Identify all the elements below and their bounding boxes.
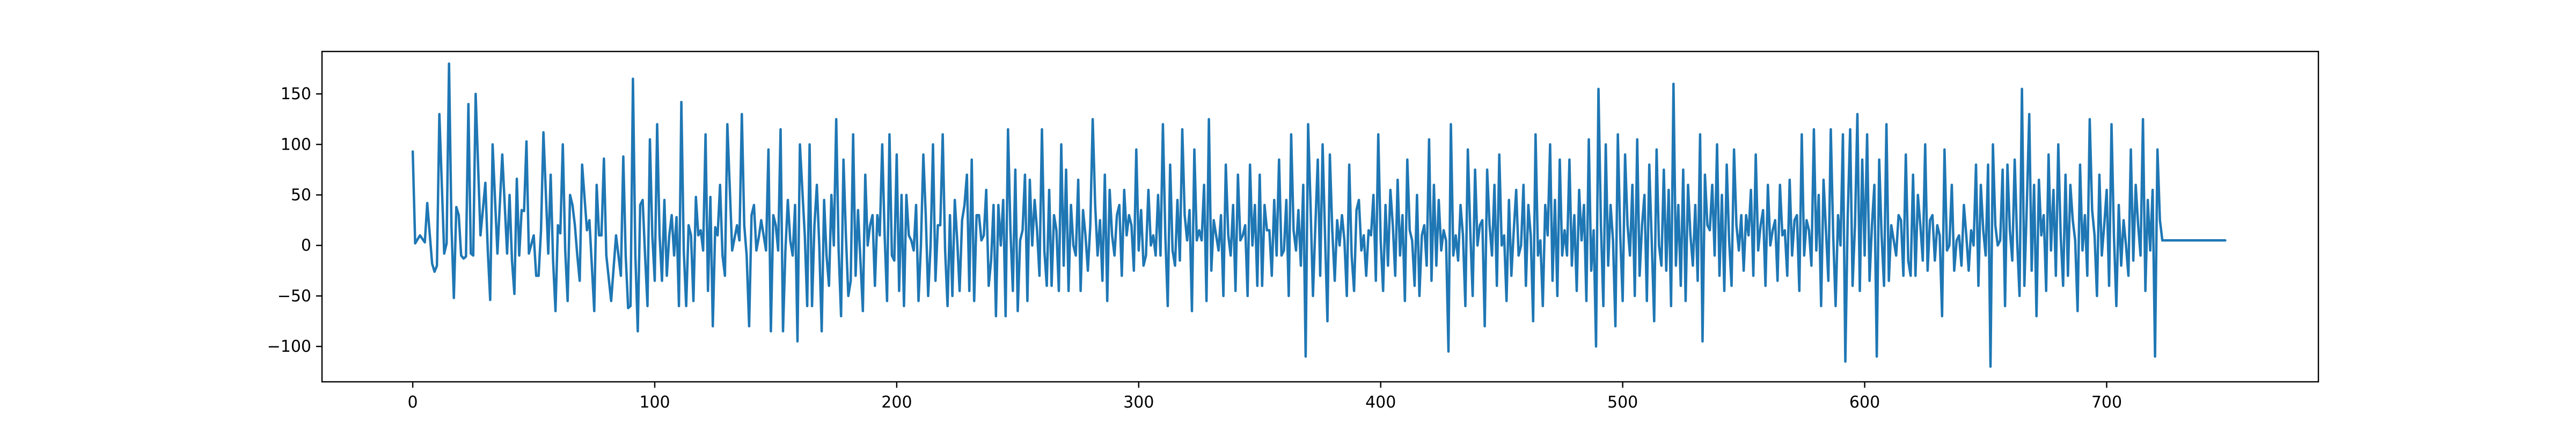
x-tick-label: 400 [1365,393,1396,412]
series-line [411,62,2227,368]
y-tick-label: 50 [291,186,311,204]
y-tick-label: −50 [277,287,311,306]
plot-area [321,50,2319,383]
y-tick-label: 150 [281,85,311,103]
x-tick-label: 500 [1607,393,1638,412]
x-tick-label: 700 [2091,393,2122,412]
x-tick-label: 100 [639,393,670,412]
axes-frame [321,50,2319,383]
y-tick-label: −100 [267,337,311,356]
x-axis: 0 100 200 300 400 500 600 700 [408,382,2122,412]
y-tick-label: 0 [301,236,311,255]
x-tick-label: 0 [408,393,418,412]
x-tick-label: 200 [881,393,912,412]
y-tick-label: 100 [281,135,311,154]
y-axis: −100 −50 0 50 100 150 [267,85,322,356]
x-tick-label: 300 [1123,393,1154,412]
x-tick-label: 600 [1849,393,1880,412]
